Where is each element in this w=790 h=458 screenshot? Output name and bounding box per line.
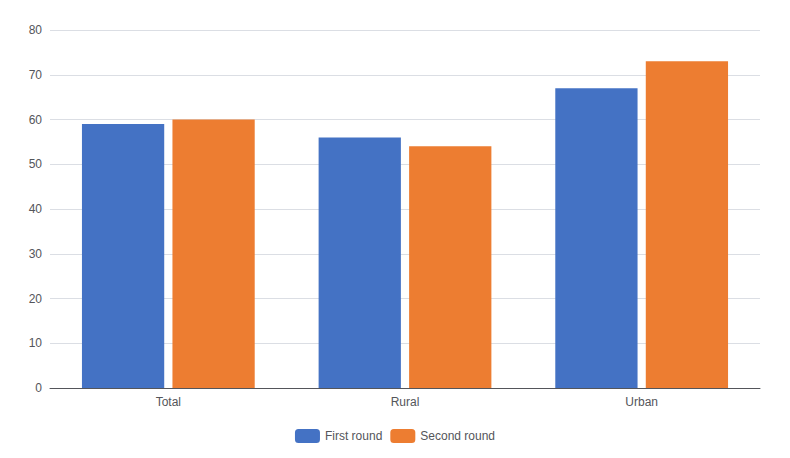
svg-text:30: 30 bbox=[29, 247, 43, 261]
svg-text:Rural: Rural bbox=[391, 395, 420, 409]
svg-text:80: 80 bbox=[29, 23, 43, 37]
svg-text:40: 40 bbox=[29, 202, 43, 216]
svg-text:20: 20 bbox=[29, 292, 43, 306]
svg-text:First round: First round bbox=[325, 429, 382, 443]
svg-text:50: 50 bbox=[29, 157, 43, 171]
svg-text:Total: Total bbox=[156, 395, 181, 409]
svg-text:10: 10 bbox=[29, 336, 43, 350]
svg-text:Urban: Urban bbox=[625, 395, 658, 409]
svg-text:Second round: Second round bbox=[420, 429, 495, 443]
svg-text:60: 60 bbox=[29, 113, 43, 127]
svg-text:0: 0 bbox=[35, 381, 42, 395]
svg-text:70: 70 bbox=[29, 68, 43, 82]
